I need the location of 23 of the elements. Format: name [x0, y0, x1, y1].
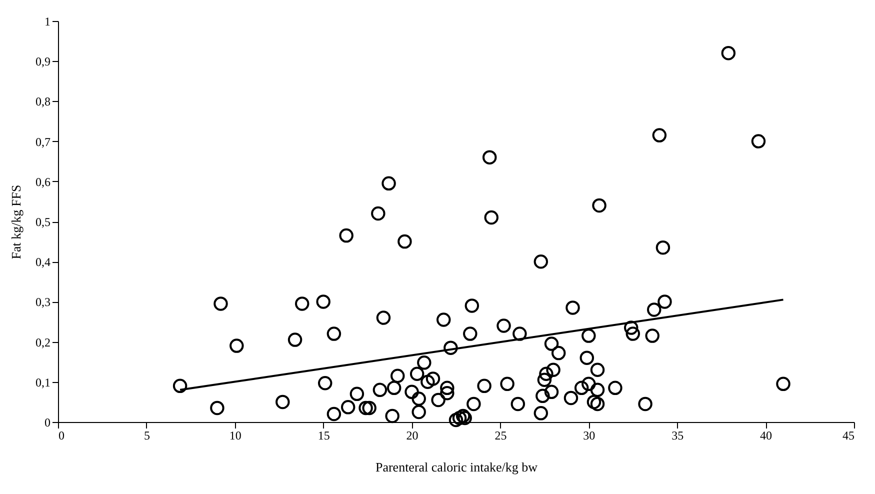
x-tick-label: 45 — [842, 428, 854, 442]
x-tick-label: 20 — [406, 428, 418, 442]
y-tick-label: 0,6 — [36, 174, 50, 189]
y-tick-label: 0,9 — [36, 54, 50, 69]
y-tick-label: 0,1 — [36, 375, 50, 390]
x-axis-title: Parenteral caloric intake/kg bw — [375, 460, 538, 474]
x-tick-label: 10 — [229, 428, 242, 442]
x-tick-label: 15 — [318, 428, 330, 442]
y-tick-label: 0 — [44, 416, 50, 430]
x-tick-label: 35 — [672, 428, 684, 442]
x-tick-label: 40 — [760, 428, 772, 442]
y-tick-label: 0,4 — [36, 255, 50, 270]
y-tick-label: 0,5 — [36, 215, 50, 229]
x-tick-label: 0 — [58, 428, 64, 442]
y-tick-label: 0,7 — [36, 134, 50, 149]
x-tick-label: 25 — [494, 428, 507, 442]
y-axis-title: Fat kg/kg FFS — [8, 184, 24, 260]
y-tick-label: 0,2 — [36, 335, 50, 350]
y-tick-label: 1 — [44, 14, 50, 28]
x-tick-label: 5 — [144, 428, 150, 442]
y-tick-label: 0,8 — [36, 94, 50, 109]
y-tick-label: 0,3 — [36, 295, 50, 310]
x-tick-label: 30 — [583, 428, 596, 442]
